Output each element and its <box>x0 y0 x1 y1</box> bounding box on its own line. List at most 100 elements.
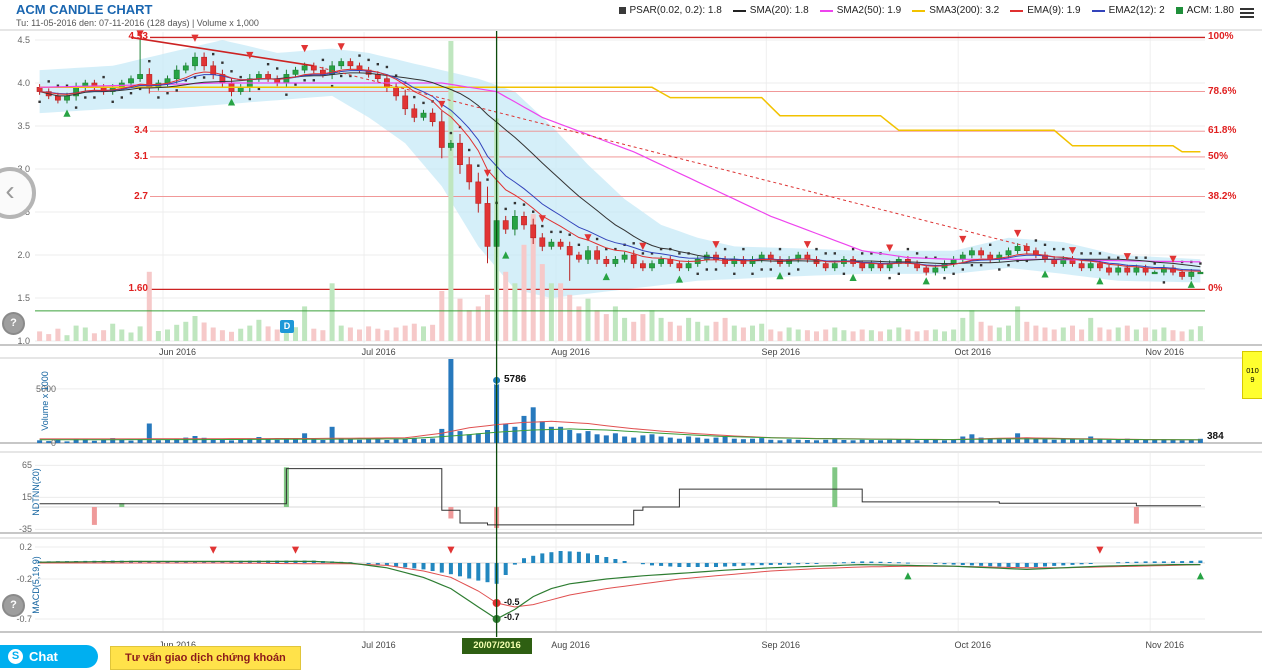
volume-bar[interactable] <box>503 423 509 444</box>
volume-bar[interactable] <box>942 440 947 443</box>
volume-bar[interactable] <box>238 439 244 444</box>
volume-bar[interactable] <box>567 430 573 443</box>
candlestick[interactable] <box>438 121 445 148</box>
volume-bar[interactable] <box>210 439 216 443</box>
volume-bar[interactable] <box>201 437 207 443</box>
candlestick[interactable] <box>822 263 829 269</box>
volume-bar[interactable] <box>594 434 600 443</box>
candlestick[interactable] <box>137 74 143 80</box>
volume-bar[interactable] <box>247 438 253 443</box>
candlestick[interactable] <box>1014 246 1021 251</box>
candlestick[interactable] <box>585 250 591 260</box>
candlestick[interactable] <box>575 254 582 260</box>
volume-bar[interactable] <box>786 439 792 443</box>
candlestick[interactable] <box>959 254 966 260</box>
volume-bar[interactable] <box>548 426 554 443</box>
candlestick[interactable] <box>649 263 655 269</box>
skype-chat-button[interactable]: S Chat <box>0 645 98 668</box>
volume-bar[interactable] <box>987 438 993 443</box>
volume-bar[interactable] <box>649 434 655 443</box>
volume-bar[interactable] <box>1097 439 1103 443</box>
dividend-event-badge[interactable]: D <box>280 320 294 333</box>
candlestick[interactable] <box>566 246 573 256</box>
volume-bar[interactable] <box>165 439 170 443</box>
volume-bar[interactable] <box>1179 440 1185 443</box>
volume-bar[interactable] <box>375 439 381 444</box>
candlestick[interactable] <box>603 258 610 264</box>
volume-bar[interactable] <box>859 439 865 443</box>
volume-bar[interactable] <box>740 439 746 443</box>
volume-bar[interactable] <box>521 415 527 443</box>
volume-bar[interactable] <box>896 439 902 443</box>
candlestick[interactable] <box>301 65 308 71</box>
candlestick[interactable] <box>475 181 482 204</box>
candlestick[interactable] <box>338 61 345 67</box>
candlestick[interactable] <box>859 263 866 269</box>
volume-bar[interactable] <box>823 439 829 443</box>
volume-bar[interactable] <box>996 439 1002 443</box>
candlestick[interactable] <box>639 263 646 269</box>
volume-bar[interactable] <box>457 431 463 443</box>
legend-item-0[interactable]: PSAR(0.02, 0.2): 1.8 <box>618 5 722 16</box>
volume-bar[interactable] <box>485 430 490 443</box>
candlestick[interactable] <box>630 254 637 264</box>
candlestick[interactable] <box>594 250 600 260</box>
candlestick[interactable] <box>1188 271 1195 277</box>
candlestick[interactable] <box>1023 246 1030 251</box>
volume-bar[interactable] <box>439 428 445 443</box>
volume-bar[interactable] <box>146 423 152 444</box>
candlestick[interactable] <box>612 258 619 264</box>
volume-bar[interactable] <box>91 440 97 443</box>
volume-bar[interactable] <box>1088 436 1094 444</box>
candlestick[interactable] <box>265 74 271 80</box>
volume-bar[interactable] <box>37 440 43 443</box>
volume-bar[interactable] <box>1070 438 1075 443</box>
volume-bar[interactable] <box>667 437 673 443</box>
volume-bar[interactable] <box>923 440 929 443</box>
candlestick[interactable] <box>429 112 436 122</box>
volume-bar[interactable] <box>119 439 125 443</box>
candlestick[interactable] <box>1124 267 1131 273</box>
candlestick[interactable] <box>539 237 546 247</box>
volume-bar[interactable] <box>174 438 180 444</box>
volume-bar[interactable] <box>110 438 116 443</box>
legend-item-5[interactable]: EMA2(12): 2 <box>1091 5 1165 16</box>
candlestick[interactable] <box>1151 271 1158 275</box>
candlestick[interactable] <box>457 142 463 165</box>
candlestick[interactable] <box>950 258 957 264</box>
volume-bar[interactable] <box>750 438 755 443</box>
volume-bar[interactable] <box>393 439 399 443</box>
candlestick[interactable] <box>54 95 61 101</box>
volume-bar[interactable] <box>155 440 161 443</box>
help-icon[interactable]: ? <box>2 594 25 617</box>
volume-bar[interactable] <box>1170 440 1176 443</box>
volume-bar[interactable] <box>850 440 856 443</box>
candlestick[interactable] <box>968 250 975 256</box>
volume-bar[interactable] <box>329 426 335 443</box>
volume-bar[interactable] <box>366 438 372 443</box>
volume-bar[interactable] <box>1051 439 1057 443</box>
volume-bar[interactable] <box>622 436 628 444</box>
volume-bar[interactable] <box>530 407 536 443</box>
candlestick[interactable] <box>521 216 527 226</box>
volume-bar[interactable] <box>320 440 326 443</box>
candlestick[interactable] <box>255 74 262 80</box>
candlestick[interactable] <box>658 258 664 264</box>
candlestick[interactable] <box>868 263 875 269</box>
candlestick[interactable] <box>923 267 930 273</box>
candlestick[interactable] <box>932 267 939 273</box>
volume-bar[interactable] <box>603 435 609 443</box>
volume-bar[interactable] <box>804 440 810 443</box>
volume-bar[interactable] <box>686 436 692 444</box>
volume-bar[interactable] <box>676 438 682 443</box>
volume-bar[interactable] <box>128 440 134 443</box>
volume-bar[interactable] <box>640 435 646 443</box>
candlestick[interactable] <box>557 241 564 247</box>
volume-bar[interactable] <box>795 439 801 443</box>
candlestick[interactable] <box>466 164 473 183</box>
volume-bar[interactable] <box>475 433 481 443</box>
volume-bar[interactable] <box>1124 438 1130 443</box>
candlestick[interactable] <box>128 78 134 84</box>
candlestick[interactable] <box>1087 263 1094 269</box>
